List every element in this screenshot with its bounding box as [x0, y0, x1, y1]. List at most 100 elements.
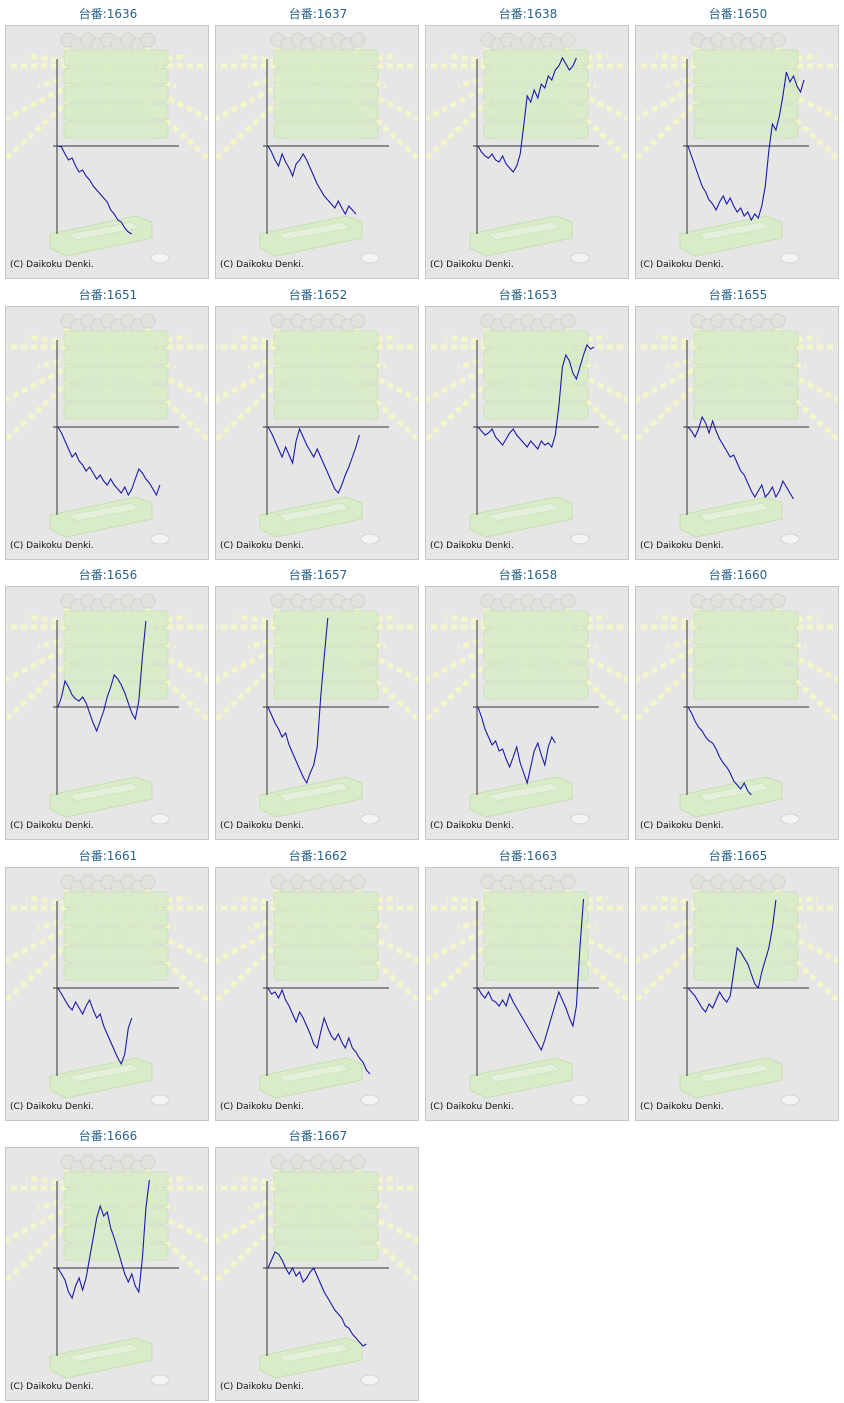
- copyright-text: (C) Daikoku Denki.: [430, 821, 514, 831]
- cup-decoration: [780, 1094, 800, 1105]
- tray-inner-decoration: [276, 1343, 352, 1363]
- machine-title-link[interactable]: 台番:1662: [288, 848, 348, 863]
- chart-frame[interactable]: (C) Daikoku Denki.: [5, 866, 209, 1121]
- copyright-text: (C) Daikoku Denki.: [10, 1102, 94, 1112]
- tray-inner-decoration: [66, 221, 142, 241]
- tray-inner-decoration: [486, 221, 562, 241]
- machine-title-link[interactable]: 台番:1655: [708, 287, 768, 302]
- line-chart: (C) Daikoku Denki.: [426, 306, 628, 559]
- ball-decoration: [140, 1154, 156, 1170]
- chart-cell: 台番:1666 (C) Daikoku Denki.: [5, 1123, 211, 1401]
- box-column-decoration: [284, 891, 364, 982]
- machine-title-link[interactable]: 台番:1663: [498, 848, 558, 863]
- box-column-decoration: [704, 611, 784, 701]
- line-chart: (C) Daikoku Denki.: [636, 26, 838, 278]
- ball-decoration: [350, 32, 366, 48]
- chart-cell: 台番:1636 (C) Daikoku Denki.: [5, 1, 211, 279]
- background-machine-illustration: [6, 1154, 208, 1386]
- line-chart: (C) Daikoku Denki.: [426, 587, 628, 839]
- box-column-decoration: [284, 1172, 364, 1262]
- machine-title-link[interactable]: 台番:1666: [78, 1129, 138, 1143]
- machine-title-link[interactable]: 台番:1667: [288, 1129, 348, 1143]
- series-line: [477, 898, 585, 1051]
- cup-decoration: [570, 813, 590, 825]
- chart-frame[interactable]: (C) Daikoku Denki.: [215, 586, 419, 840]
- chart-frame[interactable]: (C) Daikoku Denki.: [425, 586, 629, 840]
- line-chart: (C) Daikoku Denki.: [636, 587, 838, 839]
- machine-title-link[interactable]: 台番:1636: [78, 7, 138, 21]
- series-line: [687, 415, 794, 499]
- chart-frame[interactable]: (C) Daikoku Denki.: [635, 586, 839, 840]
- machine-title-link[interactable]: 台番:1661: [78, 848, 138, 863]
- cup-decoration: [150, 1094, 170, 1105]
- machine-title-link[interactable]: 台番:1652: [288, 287, 348, 302]
- series-line: [267, 987, 371, 1074]
- machine-title-link[interactable]: 台番:1638: [498, 7, 558, 21]
- tray-inner-decoration: [66, 1062, 142, 1083]
- ball-decoration: [560, 874, 576, 889]
- chart-frame[interactable]: (C) Daikoku Denki.: [5, 1147, 209, 1401]
- chart-frame[interactable]: (C) Daikoku Denki.: [215, 25, 419, 279]
- cup-decoration: [360, 1374, 380, 1386]
- tray-inner-decoration: [696, 221, 772, 241]
- tray-inner-decoration: [66, 1343, 142, 1363]
- copyright-text: (C) Daikoku Denki.: [10, 541, 94, 551]
- copyright-text: (C) Daikoku Denki.: [640, 541, 724, 551]
- chart-frame[interactable]: (C) Daikoku Denki.: [5, 25, 209, 279]
- machine-title-link[interactable]: 台番:1657: [288, 568, 348, 582]
- background-machine-illustration: [426, 874, 628, 1105]
- box-column-decoration: [284, 330, 364, 421]
- copyright-text: (C) Daikoku Denki.: [220, 541, 304, 551]
- copyright-text: (C) Daikoku Denki.: [430, 541, 514, 551]
- copyright-text: (C) Daikoku Denki.: [10, 1382, 94, 1392]
- chart-frame[interactable]: (C) Daikoku Denki.: [5, 305, 209, 560]
- chart-frame[interactable]: (C) Daikoku Denki.: [425, 866, 629, 1121]
- chart-cell: 台番:1662 (C) Daikoku Denki.: [215, 843, 421, 1121]
- box-column-decoration: [494, 891, 574, 982]
- machine-title-link[interactable]: 台番:1650: [708, 7, 768, 21]
- cup-decoration: [780, 533, 800, 544]
- series-line: [687, 899, 777, 1013]
- box-column-decoration: [704, 50, 784, 140]
- chart-frame[interactable]: (C) Daikoku Denki.: [425, 305, 629, 560]
- copyright-text: (C) Daikoku Denki.: [220, 821, 304, 831]
- cup-decoration: [360, 252, 380, 264]
- line-chart: (C) Daikoku Denki.: [216, 1148, 418, 1400]
- line-chart: (C) Daikoku Denki.: [6, 306, 208, 559]
- machine-title-link[interactable]: 台番:1665: [708, 848, 768, 863]
- tray-inner-decoration: [66, 501, 142, 522]
- machine-title-link[interactable]: 台番:1651: [78, 287, 138, 302]
- ball-decoration: [350, 874, 366, 889]
- series-line: [267, 617, 329, 785]
- machine-title-link[interactable]: 台番:1637: [288, 7, 348, 21]
- series-line: [267, 145, 357, 216]
- chart-frame[interactable]: (C) Daikoku Denki.: [635, 305, 839, 560]
- machine-title-link[interactable]: 台番:1658: [498, 568, 558, 582]
- machine-title-link[interactable]: 台番:1660: [708, 568, 768, 582]
- machine-title-link[interactable]: 台番:1653: [498, 287, 558, 302]
- line-chart: (C) Daikoku Denki.: [6, 587, 208, 839]
- chart-frame[interactable]: (C) Daikoku Denki.: [5, 586, 209, 840]
- cup-decoration: [780, 252, 800, 264]
- chart-frame[interactable]: (C) Daikoku Denki.: [635, 866, 839, 1121]
- chart-frame[interactable]: (C) Daikoku Denki.: [425, 25, 629, 279]
- background-machine-illustration: [216, 1154, 418, 1386]
- cup-decoration: [780, 813, 800, 825]
- ball-decoration: [770, 874, 786, 889]
- chart-frame[interactable]: (C) Daikoku Denki.: [215, 305, 419, 560]
- machine-title-link[interactable]: 台番:1656: [78, 568, 138, 582]
- series-line: [57, 987, 133, 1065]
- background-machine-illustration: [6, 313, 208, 544]
- copyright-text: (C) Daikoku Denki.: [10, 821, 94, 831]
- cup-decoration: [150, 1374, 170, 1386]
- chart-cell: 台番:1665 (C) Daikoku Denki.: [635, 843, 841, 1121]
- tray-inner-decoration: [486, 501, 562, 522]
- background-machine-illustration: [216, 874, 418, 1105]
- cup-decoration: [150, 252, 170, 264]
- chart-frame[interactable]: (C) Daikoku Denki.: [635, 25, 839, 279]
- line-chart: (C) Daikoku Denki.: [216, 867, 418, 1120]
- chart-frame[interactable]: (C) Daikoku Denki.: [215, 866, 419, 1121]
- cup-decoration: [570, 1094, 590, 1105]
- chart-frame[interactable]: (C) Daikoku Denki.: [215, 1147, 419, 1401]
- chart-cell: 台番:1638 (C) Daikoku Denki.: [425, 1, 631, 279]
